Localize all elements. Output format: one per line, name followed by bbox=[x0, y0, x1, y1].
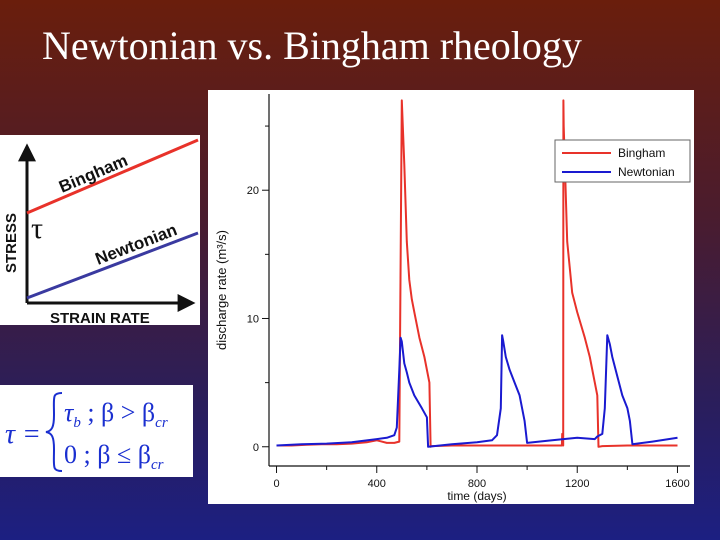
legend-label-bingham: Bingham bbox=[618, 146, 665, 160]
x-tick-label: 400 bbox=[368, 478, 386, 490]
discharge-chart-svg: 0 10 20 0 400 800 1200 1600 discharge rate (m³/… bbox=[214, 94, 691, 503]
y-axis-label: discharge rate (m³/s) bbox=[214, 230, 229, 350]
bingham-line bbox=[26, 138, 199, 215]
y-tick-label: 20 bbox=[247, 185, 259, 197]
equation-case1: τb ; β > βcr bbox=[64, 398, 168, 431]
x-axis-label: time (days) bbox=[447, 489, 506, 503]
y-tick-label: 0 bbox=[253, 442, 259, 454]
series-line-newtonian bbox=[276, 334, 678, 448]
discharge-chart: 0 10 20 0 400 800 1200 1600 discharge rate (m³/… bbox=[208, 90, 694, 504]
slide-title: Newtonian vs. Bingham rheology bbox=[42, 23, 582, 68]
x-tick-label: 800 bbox=[468, 478, 486, 490]
x-tick-label: 1600 bbox=[665, 478, 689, 490]
strain-rate-axis-label: STRAIN RATE bbox=[50, 310, 150, 325]
rheology-diagram: STRESS STRAIN RATE τ Bingham Newtonian bbox=[0, 135, 200, 327]
equation-case2: 0 ; β ≤ βcr bbox=[64, 440, 164, 473]
legend-label-newtonian: Newtonian bbox=[618, 165, 675, 179]
x-tick-label: 0 bbox=[273, 478, 279, 490]
x-tick-label: 1200 bbox=[565, 478, 589, 490]
stress-axis-label: STRESS bbox=[3, 213, 20, 273]
legend-box bbox=[554, 139, 691, 183]
bingham-equation: τ = τb ; β > βcr 0 ; β ≤ βcr bbox=[0, 385, 193, 477]
rheology-diagram-svg: STRESS STRAIN RATE τ Bingham Newtonian bbox=[3, 138, 199, 327]
equation-brace bbox=[45, 392, 63, 472]
series-line-bingham bbox=[276, 99, 678, 448]
tau-symbol: τ bbox=[31, 212, 43, 245]
legend: Bingham Newtonian bbox=[554, 139, 691, 183]
equation-svg: τ = τb ; β > βcr 0 ; β ≤ βcr bbox=[5, 392, 168, 473]
equation-lhs: τ = bbox=[5, 419, 41, 450]
newtonian-line bbox=[26, 231, 199, 300]
y-tick-label: 10 bbox=[247, 313, 259, 325]
